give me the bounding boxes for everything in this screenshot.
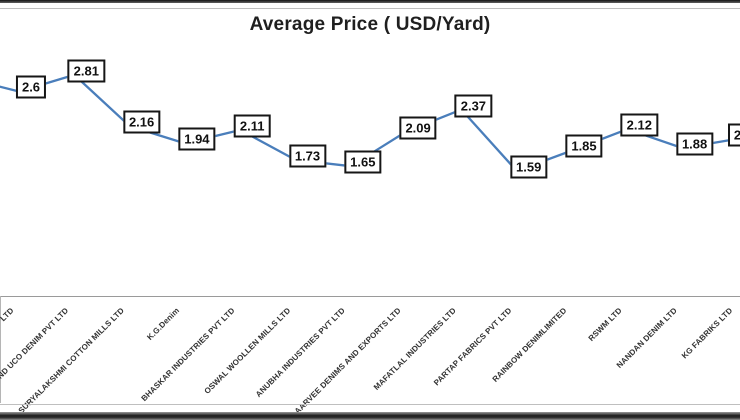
chart-frame-top-border — [0, 8, 740, 9]
category-axis-line — [0, 296, 740, 297]
data-label-box: 1.94 — [178, 127, 216, 151]
data-label-box: 2.6 — [15, 75, 47, 99]
data-label-box: 2 — [727, 123, 740, 147]
chart-title: Average Price ( USD/Yard) — [249, 14, 491, 35]
data-label-box: 2.09 — [399, 116, 437, 140]
data-label-box: 2.16 — [122, 110, 161, 134]
data-label-box: 1.73 — [288, 144, 327, 168]
data-label-box: 2.12 — [620, 113, 658, 137]
axis-left-edge-tick-line — [0, 296, 1, 403]
data-label-box: 1.65 — [344, 150, 382, 174]
data-label-box: 1.88 — [675, 132, 714, 156]
data-label-box: 2.11 — [233, 114, 271, 138]
chart-frame-bottom-border — [0, 404, 740, 405]
data-label-box: 2.37 — [454, 94, 493, 118]
top-border-bar — [0, 0, 740, 3]
data-label-box: 1.59 — [510, 155, 548, 179]
data-label-box: 1.85 — [565, 134, 603, 158]
bottom-border-bar — [0, 412, 740, 420]
data-label-box: 2.81 — [67, 59, 105, 83]
